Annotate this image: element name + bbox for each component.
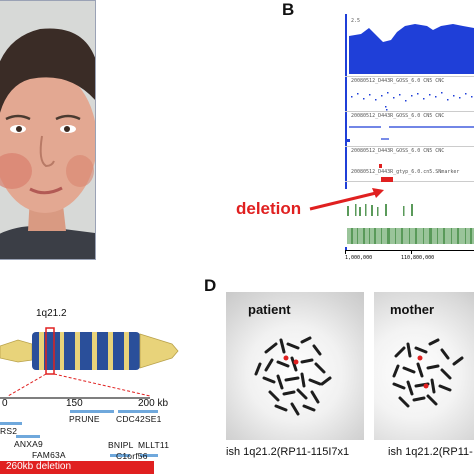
axis-left-label: 1,000,000 bbox=[345, 255, 373, 261]
patient-photo bbox=[0, 1, 95, 259]
patient-ish-notation: ish 1q21.2(RP11-115I7x1 bbox=[226, 446, 350, 458]
track2-points bbox=[351, 92, 473, 111]
track-name-4: 20080512_D443R_gtyp_6.0.cn5.SNmarker bbox=[351, 169, 460, 175]
deletion-bar: 260kb deletion bbox=[0, 461, 154, 474]
green-feature-track bbox=[347, 204, 413, 216]
panel-b-plot: 2.5 20080512_D443R_GOSS_6.0 CN5 CNC 2008… bbox=[341, 14, 474, 262]
gene-bar-anxa9 bbox=[16, 435, 40, 438]
deletion-callout-label: deletion bbox=[236, 199, 302, 218]
scale-label-150: 150 bbox=[66, 398, 83, 409]
mother-ish-notation: ish 1q21.2(RP11- bbox=[388, 446, 473, 458]
gene-bar-prune bbox=[70, 410, 114, 413]
deletion-segment bbox=[381, 177, 393, 182]
scale-top-label: 2.5 bbox=[351, 18, 361, 24]
track-name-3: 20080512_D443R_GOSS_6.0 CN5 CNC bbox=[351, 148, 445, 154]
panel-b-letter: B bbox=[282, 0, 295, 19]
mother-metaphase: mother bbox=[374, 292, 474, 440]
gene-bar-cdc42se1 bbox=[118, 410, 158, 413]
gene-bar-rs2 bbox=[0, 422, 22, 425]
gene-fam63a: FAM63A bbox=[32, 450, 66, 460]
cnv-tracks-svg bbox=[345, 14, 474, 254]
gene-rs2: RS2 bbox=[0, 426, 18, 436]
gene-bar-mllt11 bbox=[140, 454, 158, 457]
track-name-1: 20080512_D443R_GOSS_6.0 CN5 CNC bbox=[351, 78, 445, 84]
deletion-arrow bbox=[309, 188, 384, 211]
green-density-track bbox=[347, 228, 474, 244]
gene-anxa9: ANXA9 bbox=[14, 439, 43, 449]
track3-segments bbox=[349, 126, 474, 140]
patient-label: patient bbox=[248, 302, 291, 317]
gene-c1orf56: C1orf56 bbox=[116, 451, 148, 461]
panel-a-photo-frame bbox=[0, 0, 96, 260]
track-name-2: 20080512_D443R_GOSS_6.0 CN5 CNC bbox=[351, 113, 445, 119]
scale-label-0: 0 bbox=[2, 398, 8, 409]
axis-right-label: 110,800,000 bbox=[401, 255, 435, 261]
mother-label: mother bbox=[390, 302, 435, 317]
gene-bar-bnipl bbox=[110, 454, 130, 457]
gene-cdc42se1: CDC42SE1 bbox=[116, 414, 162, 424]
gene-bnipl: BNIPL bbox=[108, 440, 134, 450]
panel-d-letter: D bbox=[204, 276, 217, 295]
deletion-bar-label: 260kb deletion bbox=[6, 461, 72, 472]
band-label: 1q21.2 bbox=[36, 308, 67, 319]
gene-mllt11: MLLT11 bbox=[138, 440, 170, 450]
scale-label-200kb: 200 kb bbox=[138, 398, 169, 409]
patient-metaphase: patient bbox=[226, 292, 364, 440]
gene-prune: PRUNE bbox=[69, 414, 100, 424]
chromosome-ideogram bbox=[0, 327, 179, 399]
